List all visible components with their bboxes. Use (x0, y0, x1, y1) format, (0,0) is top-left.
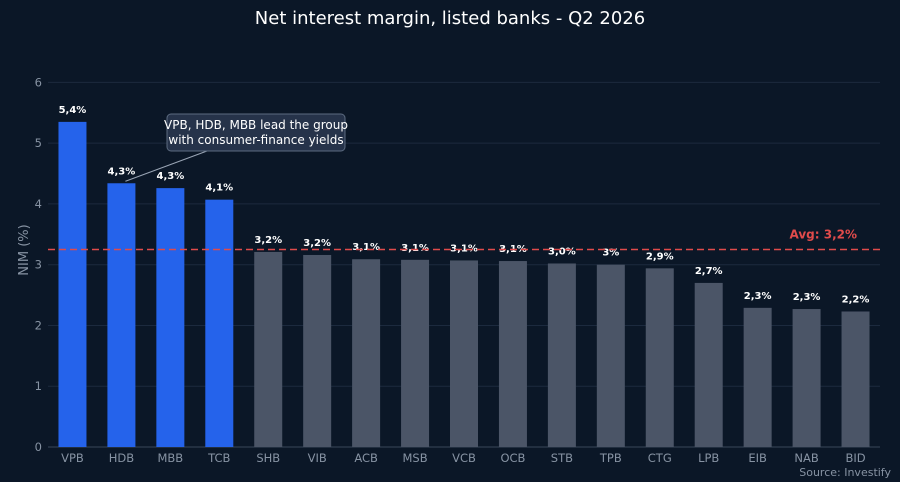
x-tick-label: MBB (158, 451, 184, 465)
y-tick-label: 3 (35, 258, 42, 272)
source-note: Source: Investify (799, 466, 891, 479)
bar-acb (352, 259, 381, 447)
data-label: 3,1% (401, 243, 429, 254)
annotation-arrow (125, 150, 208, 182)
y-tick-label: 6 (35, 75, 42, 89)
bars (58, 121, 870, 447)
data-label: 4,3% (156, 171, 184, 182)
bar-nab (792, 309, 821, 447)
data-label: 5,4% (59, 105, 87, 116)
data-label: 2,3% (744, 291, 772, 302)
x-tick-label: MSB (402, 451, 427, 465)
annotation-text-line-2: with consumer-finance yields (168, 133, 343, 147)
data-label: 3% (602, 248, 619, 259)
bar-tcb (205, 199, 234, 447)
x-tick-label: CTG (648, 451, 672, 465)
y-tick-label: 1 (35, 379, 42, 393)
data-label: 4,1% (205, 183, 233, 194)
y-tick-label: 4 (35, 197, 42, 211)
bar-ocb (498, 261, 527, 447)
y-axis-ticks: 0 1 2 3 4 5 6 (35, 75, 42, 454)
x-tick-label: VIB (308, 451, 327, 465)
x-tick-label: EIB (748, 451, 767, 465)
data-label: 2,7% (695, 266, 723, 277)
bar-ctg (645, 268, 674, 447)
x-tick-label: BID (845, 451, 865, 465)
x-tick-label: TCB (207, 451, 230, 465)
y-tick-label: 0 (35, 440, 42, 454)
x-tick-label: HDB (109, 451, 135, 465)
bar-shb (254, 251, 283, 447)
data-label: 4,3% (108, 166, 136, 177)
bar-mbb (156, 188, 185, 447)
bar-hdb (107, 183, 136, 447)
data-label: 2,9% (646, 251, 674, 262)
annotation-box (166, 113, 346, 152)
x-tick-label: STB (551, 451, 573, 465)
data-label: 2,3% (793, 292, 821, 303)
x-tick-label: LPB (698, 451, 719, 465)
data-label: 3,1% (352, 242, 380, 253)
x-tick-label: SHB (256, 451, 280, 465)
average-label: Avg: 3,2% (789, 228, 857, 242)
bar-bid (841, 311, 870, 447)
bar-eib (743, 307, 772, 447)
data-label: 3,2% (254, 235, 282, 246)
data-label: 3,2% (303, 238, 331, 249)
chart-title: Net interest margin, listed banks - Q2 2… (255, 8, 645, 29)
x-tick-label: ACB (354, 451, 378, 465)
annotation: VPB, HDB, MBB lead the group with consum… (125, 113, 348, 182)
bar-vcb (450, 260, 478, 447)
y-tick-label: 2 (35, 318, 42, 332)
data-label: 2,2% (842, 294, 870, 305)
x-tick-label: VPB (61, 451, 84, 465)
bar-vpb (58, 121, 87, 447)
bar-tpb (596, 264, 625, 447)
x-axis-ticks: VPB HDB MBB TCB SHB VIB ACB MSB VCB OCB STB TPB CTG L… (61, 451, 866, 465)
x-tick-label: TPB (599, 451, 622, 465)
x-tick-label: OCB (500, 451, 525, 465)
bar-stb (547, 263, 576, 447)
bar-lpb (694, 282, 723, 447)
y-axis-label: NIM (%) (17, 224, 32, 275)
bar-vib (303, 254, 332, 447)
y-tick-label: 5 (35, 136, 42, 150)
data-label: 3,1% (450, 243, 478, 254)
x-tick-label: NAB (794, 451, 818, 465)
bar-msb (401, 259, 430, 447)
data-label: 3,0% (548, 246, 576, 257)
x-tick-label: VCB (452, 451, 476, 465)
annotation-text-line-1: VPB, HDB, MBB lead the group (164, 118, 348, 132)
